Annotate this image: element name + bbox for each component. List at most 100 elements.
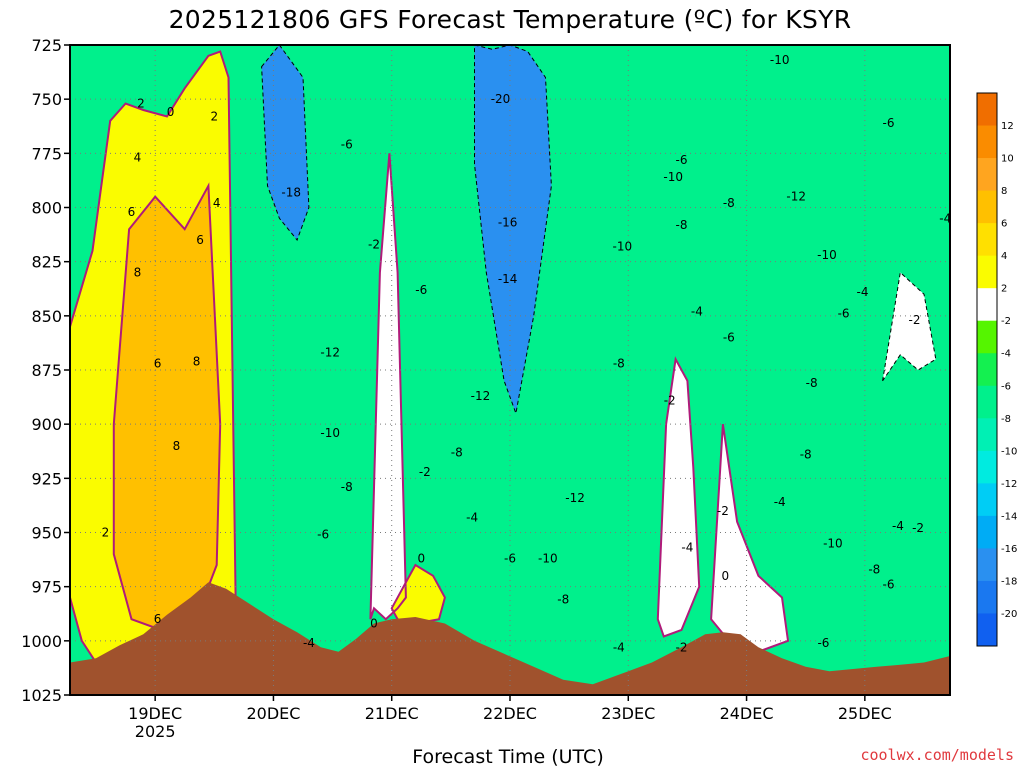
y-axis: 725 750 775 800 825 850 875 900 925 950 975 1000 102…	[21, 36, 70, 705]
contour-label: -10	[538, 552, 558, 566]
contour-label: -18	[281, 185, 301, 199]
x-tick-label: 25DEC	[838, 704, 892, 723]
contour-mild-25dec	[882, 271, 937, 382]
contour-label: -8	[723, 196, 735, 210]
colorbar-bin	[977, 190, 997, 224]
contour-warm-core-19dec	[112, 182, 222, 632]
contour-label: 0	[370, 617, 378, 631]
x-tick-label: 19DEC	[128, 704, 182, 723]
contour-label: -10	[817, 248, 837, 262]
contour-label: -8	[613, 357, 625, 371]
contour-label: -4	[892, 519, 904, 533]
contour-label: -2	[717, 504, 729, 518]
colorbar-bin	[977, 385, 997, 419]
colorbar-tick-label: 10	[1001, 154, 1014, 165]
contour-label: -6	[723, 331, 735, 345]
contour-label: -2	[664, 393, 676, 407]
y-tick-label: 850	[31, 307, 62, 326]
contour-label: -4	[466, 510, 478, 524]
y-tick-label: 1025	[21, 686, 62, 705]
contour-label: -6	[415, 283, 427, 297]
contour-label: -8	[341, 480, 353, 494]
contour-label: -10	[823, 536, 843, 550]
contour-label: -6	[883, 578, 895, 592]
contour-label: -2	[419, 465, 431, 479]
contour-label: -2	[368, 237, 380, 251]
contour-label: -4	[774, 495, 786, 509]
contour-label: 8	[134, 266, 142, 280]
contour-label: -6	[341, 138, 353, 152]
x-tick-label: 23DEC	[601, 704, 655, 723]
y-tick-label: 900	[31, 415, 62, 434]
colorbar-tick-label: 8	[1001, 186, 1007, 197]
contour-label: -4	[613, 640, 625, 654]
colorbar-tick-label: 12	[1001, 121, 1014, 132]
y-tick-label: 725	[31, 36, 62, 55]
credit-link[interactable]: coolwx.com/models	[860, 746, 1014, 764]
mild-25dec	[882, 272, 936, 381]
contour-label: 2	[210, 110, 218, 124]
colorbar-bin	[977, 255, 997, 289]
colorbar-bin	[977, 288, 997, 322]
chart-title: 2025121806 GFS Forecast Temperature (ºC)…	[169, 5, 852, 34]
x-tick-label: 24DEC	[720, 704, 774, 723]
contour-label: -12	[565, 491, 585, 505]
colorbar-tick-label: -8	[1001, 414, 1011, 425]
contour-label: -12	[320, 346, 340, 360]
colorbar-bin	[977, 613, 997, 647]
colorbar-tick-label: 4	[1001, 251, 1007, 262]
contour-label: -10	[663, 170, 683, 184]
contour-label: -14	[498, 272, 518, 286]
colorbar-bin	[977, 353, 997, 387]
y-tick-label: 925	[31, 469, 62, 488]
contour-label: -4	[939, 211, 951, 225]
colorbar-tick-label: 2	[1001, 284, 1007, 295]
contour-label: 0	[417, 552, 425, 566]
contour-label: 6	[154, 612, 162, 626]
y-tick-label: 800	[31, 199, 62, 218]
x-tick-sublabel: 2025	[135, 722, 176, 741]
colorbar-bin	[977, 418, 997, 452]
colorbar-bin	[977, 93, 997, 127]
colorbar-tick-label: -10	[1001, 446, 1017, 457]
contour-label: -6	[676, 153, 688, 167]
contour-label: -4	[856, 285, 868, 299]
colorbar-tick-label: -18	[1001, 576, 1017, 587]
contour-label: -2	[912, 521, 924, 535]
contour-label: -6	[817, 636, 829, 650]
contour-label: -2	[676, 640, 688, 654]
contour-label: -4	[691, 305, 703, 319]
contour-label: 4	[213, 196, 221, 210]
contour-label: -8	[806, 376, 818, 390]
x-tick-label: 21DEC	[365, 704, 419, 723]
colorbar-tick-label: -12	[1001, 479, 1017, 490]
colorbar-frame	[976, 92, 998, 647]
terrain-fill	[70, 582, 950, 695]
y-tick-label: 1000	[21, 632, 62, 651]
contour-label: -8	[868, 562, 880, 576]
colorbar-bin	[977, 450, 997, 484]
contour-label: -12	[786, 190, 806, 204]
contour-label: 0	[167, 105, 175, 119]
colorbar-bin	[977, 515, 997, 549]
colorbar-bin	[977, 548, 997, 582]
contour-cold-core-22dec	[474, 45, 552, 416]
cold-core-20dec	[261, 45, 309, 240]
x-axis-title: Forecast Time (UTC)	[412, 746, 603, 768]
contour-label: -10	[770, 53, 790, 67]
gridlines	[70, 45, 950, 695]
mild-23dec	[657, 359, 700, 637]
contour-label: -6	[317, 528, 329, 542]
contour-label: -6	[883, 116, 895, 130]
contour-label: -12	[471, 389, 491, 403]
y-tick-label: 750	[31, 90, 62, 109]
contour-label: -8	[557, 593, 569, 607]
colorbar-bin	[977, 320, 997, 354]
contour-label: 8	[173, 439, 181, 453]
contour-mild-23dec	[656, 356, 701, 638]
contour-label: 4	[134, 151, 142, 165]
contour-label: -8	[800, 448, 812, 462]
colorbar-tick-label: -2	[1001, 316, 1011, 327]
